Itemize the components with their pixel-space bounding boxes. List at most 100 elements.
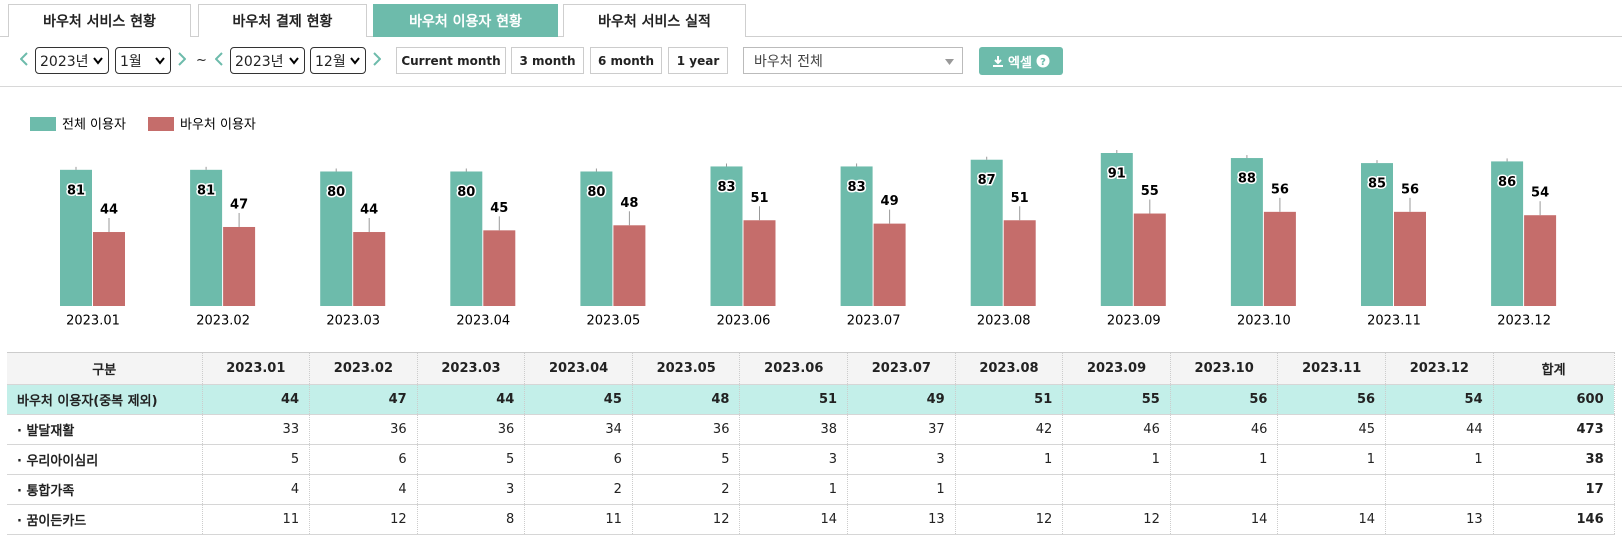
table-cell: 17 [1493,474,1615,505]
bar [840,166,873,306]
table-cell [1170,474,1279,505]
table-cell: 44 [1385,414,1494,445]
x-tick-label: 2023.02 [196,314,250,329]
bar [450,171,483,306]
table-cell: 38 [739,414,849,445]
excel-button[interactable]: 엑셀 ? [979,47,1063,75]
table-cell: 34 [524,414,633,445]
bar [190,169,223,306]
bar [1230,158,1263,306]
table-cell: 48 [632,384,741,415]
table-cell: 1 [1385,444,1494,475]
bar [1133,213,1166,306]
header-cell: 2023.11 [1277,352,1387,385]
table-cell: 473 [1493,414,1615,445]
tab[interactable]: 바우처 이용자 현황 [373,4,558,37]
data-table: 구분 2023.01 2023.02 2023.03 2023.04 2023.05 202… [7,352,1615,535]
bar [873,223,906,306]
table-cell: 6 [309,444,418,475]
bar [580,171,613,306]
value-label: 87 [978,173,996,188]
table-cell: 바우처 이용자(중복 제외) [7,384,203,415]
prev-arrow[interactable] [215,52,223,66]
table-cell: 36 [632,414,741,445]
table-cell: 1 [1062,444,1171,475]
table-cell: 4 [309,474,418,505]
next-arrow[interactable] [178,52,186,66]
table-cell: 600 [1493,384,1615,415]
period-button[interactable]: Current month [396,47,506,74]
x-tick-label: 2023.10 [1237,314,1291,329]
download-icon [993,56,1004,67]
table-cell: 46 [1170,414,1279,445]
voucher-select[interactable]: 바우처 전체 [743,47,963,74]
header-cell: 2023.03 [417,352,526,385]
prev-arrow[interactable] [20,52,28,66]
table-cell [1277,474,1387,505]
header-cell: 2023.07 [847,352,956,385]
table-cell: 4 [202,474,311,505]
table-cell: 11 [202,504,311,535]
table-cell: 14 [1277,504,1387,535]
start-year-select[interactable]: 2023년 [35,47,109,74]
tab[interactable]: 바우처 서비스 현황 [8,4,191,37]
x-tick-label: 2023.09 [1107,314,1161,329]
table-cell: · 우리아이심리 [7,444,203,475]
table-cell: 36 [417,414,526,445]
table-cell: 12 [955,504,1064,535]
range-separator: ~ [196,53,207,68]
bar [60,169,92,306]
bar [613,225,646,306]
table-row: · 통합가족 4 4 3 2 2 1 1 17 [7,474,1615,505]
bar [1491,161,1524,306]
table-cell: 44 [417,384,526,415]
table-cell: 5 [417,444,526,475]
table-cell: 49 [847,384,956,415]
table-cell: 13 [1385,504,1494,535]
value-label: 91 [1108,167,1126,182]
table-cell: 56 [1277,384,1387,415]
period-button[interactable]: 6 month [590,47,662,74]
end-month-select[interactable]: 12월 [310,47,366,74]
period-button[interactable]: 1 year [668,47,728,74]
table-cell: 55 [1062,384,1171,415]
chart: 전체 이용자 바우처 이용자 2023.01 81 44 2023.02 81 47 2023.… [30,117,1557,329]
value-label: 51 [1011,191,1029,206]
header-cell: 2023.01 [202,352,311,385]
value-label: 80 [587,185,605,200]
svg-text:?: ? [1040,57,1046,68]
table-cell: 51 [739,384,849,415]
start-month-select[interactable]: 1월 [115,47,171,74]
table-row: · 우리아이심리 5 6 5 6 5 3 3 1 1 1 1 1 38 [7,444,1615,475]
bar [970,159,1003,306]
next-arrow[interactable] [373,52,381,66]
table-cell: 1 [955,444,1064,475]
table-cell: 12 [1062,504,1171,535]
table-cell: 42 [955,414,1064,445]
bar [320,171,353,306]
x-tick-label: 2023.08 [977,314,1031,329]
table-cell: 1 [1170,444,1279,475]
period-button[interactable]: 3 month [511,47,584,74]
x-tick-label: 2023.03 [326,314,380,329]
bar [1524,215,1557,306]
bar [743,220,776,306]
table-cell [955,474,1064,505]
select-text: 1월 [120,53,142,70]
end-year-select[interactable]: 2023년 [230,47,305,74]
table-cell: 45 [1277,414,1387,445]
bar [1394,211,1426,306]
header-row: 구분 2023.01 2023.02 2023.03 2023.04 2023.05 202… [7,352,1615,385]
table-cell: 36 [309,414,418,445]
select-text: 2023년 [40,53,89,70]
value-label: 85 [1368,177,1386,192]
table-cell: 37 [847,414,956,445]
value-label: 48 [620,196,638,211]
bar [1003,220,1036,306]
table-cell: 6 [524,444,633,475]
value-label: 80 [457,185,475,200]
tab[interactable]: 바우처 서비스 실적 [563,4,746,37]
tab[interactable]: 바우처 결제 현황 [198,4,367,37]
header-cell: 2023.06 [739,352,849,385]
